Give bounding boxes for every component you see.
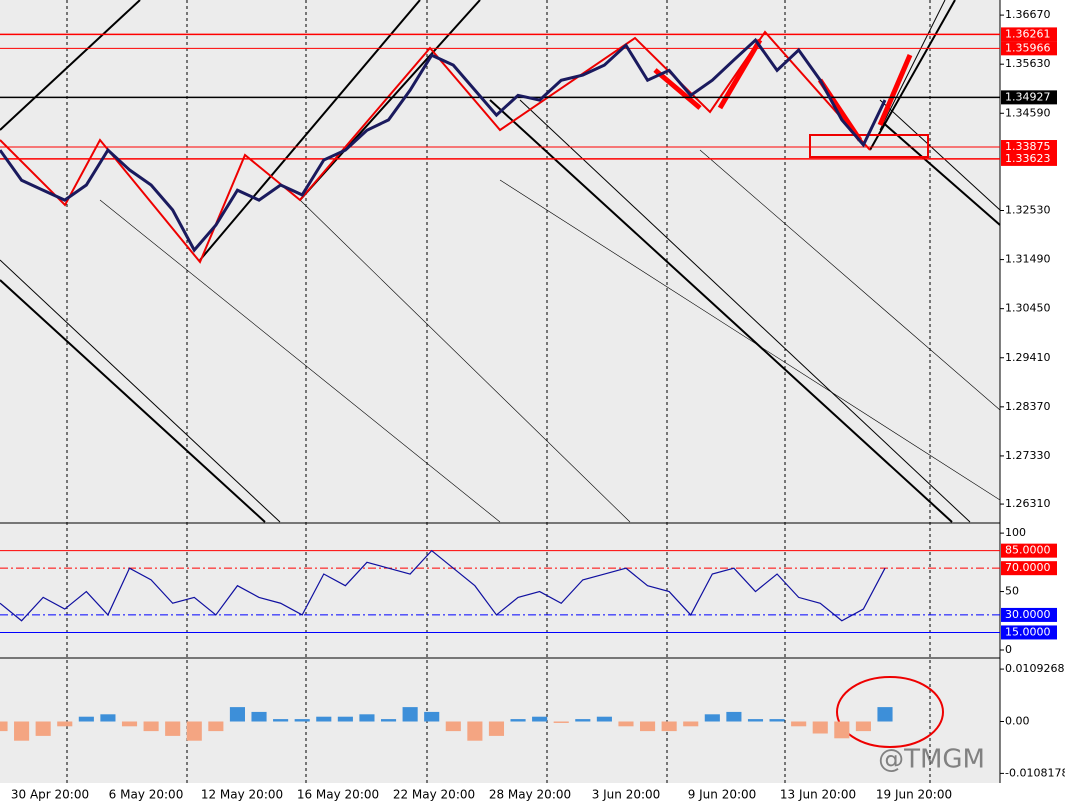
hist-bar bbox=[704, 714, 720, 722]
series-line bbox=[0, 549, 886, 622]
level-label: 15.0000 bbox=[1005, 625, 1051, 638]
level-box bbox=[1001, 41, 1057, 56]
level-box bbox=[1001, 151, 1057, 166]
hist-bar bbox=[747, 719, 764, 722]
hist-bar bbox=[359, 714, 375, 722]
zigzag bbox=[0, 30, 871, 264]
series-line bbox=[0, 37, 887, 253]
plot-bg bbox=[0, 0, 1000, 783]
y-tick-label: 1.30450 bbox=[1005, 302, 1051, 315]
y-tick-label: 1.32530 bbox=[1005, 203, 1051, 216]
level-label: 85.0000 bbox=[1005, 544, 1051, 557]
hist-bar bbox=[467, 721, 483, 741]
level-box bbox=[1001, 607, 1057, 622]
hist-bar bbox=[35, 721, 51, 736]
highlight-circle bbox=[836, 676, 944, 748]
v-grid bbox=[66, 0, 931, 783]
hist-bar bbox=[78, 716, 94, 722]
x-tick-label: 22 May 20:00 bbox=[393, 788, 475, 802]
x-tick-label: 3 Jun 20:00 bbox=[592, 788, 661, 802]
hist-bar bbox=[791, 721, 807, 727]
level-label: 1.35966 bbox=[1005, 41, 1051, 54]
y-tick-label: 1.31490 bbox=[1005, 253, 1051, 266]
hist-bar bbox=[575, 719, 591, 722]
hist-bar bbox=[121, 721, 138, 727]
hist-bar bbox=[532, 716, 548, 722]
hist-bar bbox=[855, 721, 871, 732]
hist-bar bbox=[726, 711, 742, 722]
hist-bar bbox=[445, 721, 461, 732]
y-tick-label: 100 bbox=[1005, 526, 1026, 539]
level-box bbox=[1001, 140, 1057, 155]
hist-bar bbox=[186, 721, 202, 741]
hist-bar bbox=[769, 719, 785, 722]
y-tick-label: 1.35630 bbox=[1005, 57, 1051, 70]
axis-bg bbox=[1000, 0, 1065, 805]
hist-bar bbox=[402, 707, 418, 722]
level-label: 1.33875 bbox=[1005, 140, 1051, 153]
level-box bbox=[1001, 625, 1057, 640]
level-box bbox=[1001, 27, 1057, 42]
level-label: 1.36261 bbox=[1005, 27, 1051, 40]
x-tick-label: 6 May 20:00 bbox=[109, 788, 184, 802]
y-tick-label: 1.28370 bbox=[1005, 400, 1051, 413]
hist-bar bbox=[661, 721, 677, 732]
hist-bar bbox=[683, 721, 699, 727]
level-box bbox=[1001, 561, 1057, 576]
y-tick-label: 0.00 bbox=[1005, 715, 1030, 728]
y-tick-label: 1.36670 bbox=[1005, 8, 1051, 21]
hist-bar bbox=[143, 721, 159, 732]
hist-bar bbox=[273, 719, 289, 722]
hist-bar bbox=[208, 721, 224, 732]
x-tick-label: 9 Jun 20:00 bbox=[688, 788, 757, 802]
hist-bar bbox=[294, 719, 310, 722]
level-box bbox=[1001, 90, 1057, 105]
level-box bbox=[1001, 543, 1057, 558]
hist-bar bbox=[877, 707, 893, 722]
hist-bar bbox=[100, 714, 116, 722]
hist-bar bbox=[596, 716, 612, 722]
y-tick-label: 1.29410 bbox=[1005, 351, 1051, 364]
hist-bar bbox=[618, 721, 634, 727]
y-tick-label: 0.0109268 bbox=[1005, 662, 1065, 675]
x-tick-label: 30 Apr 20:00 bbox=[11, 788, 89, 802]
x-tick-label: 16 May 20:00 bbox=[297, 788, 379, 802]
x-tick-label: 28 May 20:00 bbox=[489, 788, 571, 802]
y-tick-label: 50 bbox=[1005, 585, 1019, 598]
hist-bar bbox=[229, 707, 245, 722]
hist-bar bbox=[0, 721, 8, 732]
x-tick-label: 13 Jun 20:00 bbox=[780, 788, 856, 802]
y-tick-label: -0.0108178 bbox=[1005, 766, 1065, 779]
hist-bar bbox=[812, 721, 828, 734]
y-tick-label: 1.34590 bbox=[1005, 106, 1051, 119]
hist-bar bbox=[57, 721, 73, 727]
level-label: 30.0000 bbox=[1005, 608, 1051, 621]
y-tick-label: 1.27330 bbox=[1005, 449, 1051, 462]
hist-bar bbox=[488, 721, 505, 736]
hist-bar bbox=[380, 719, 397, 722]
hist-bar bbox=[553, 721, 569, 723]
hist-bar bbox=[424, 711, 440, 722]
hist-bar bbox=[14, 721, 30, 741]
x-tick-label: 12 May 20:00 bbox=[201, 788, 283, 802]
y-tick-label: 0 bbox=[1005, 643, 1012, 656]
watermark: @TMGM bbox=[878, 745, 985, 775]
x-tick-label: 19 Jun 20:00 bbox=[876, 788, 952, 802]
hist-bar bbox=[640, 721, 656, 732]
trend-lines bbox=[0, 0, 1001, 523]
hist-bar bbox=[834, 721, 850, 739]
level-label: 70.0000 bbox=[1005, 561, 1051, 574]
hist-bar bbox=[510, 719, 526, 722]
level-label: 1.34927 bbox=[1005, 90, 1051, 103]
y-tick-label: 1.26310 bbox=[1005, 497, 1051, 510]
hist-bar bbox=[165, 721, 181, 736]
hist-bar bbox=[316, 716, 332, 722]
hist-bar bbox=[337, 716, 353, 722]
hist-bar bbox=[251, 711, 267, 722]
date-bar bbox=[0, 783, 1065, 805]
level-label: 1.33623 bbox=[1005, 152, 1051, 165]
